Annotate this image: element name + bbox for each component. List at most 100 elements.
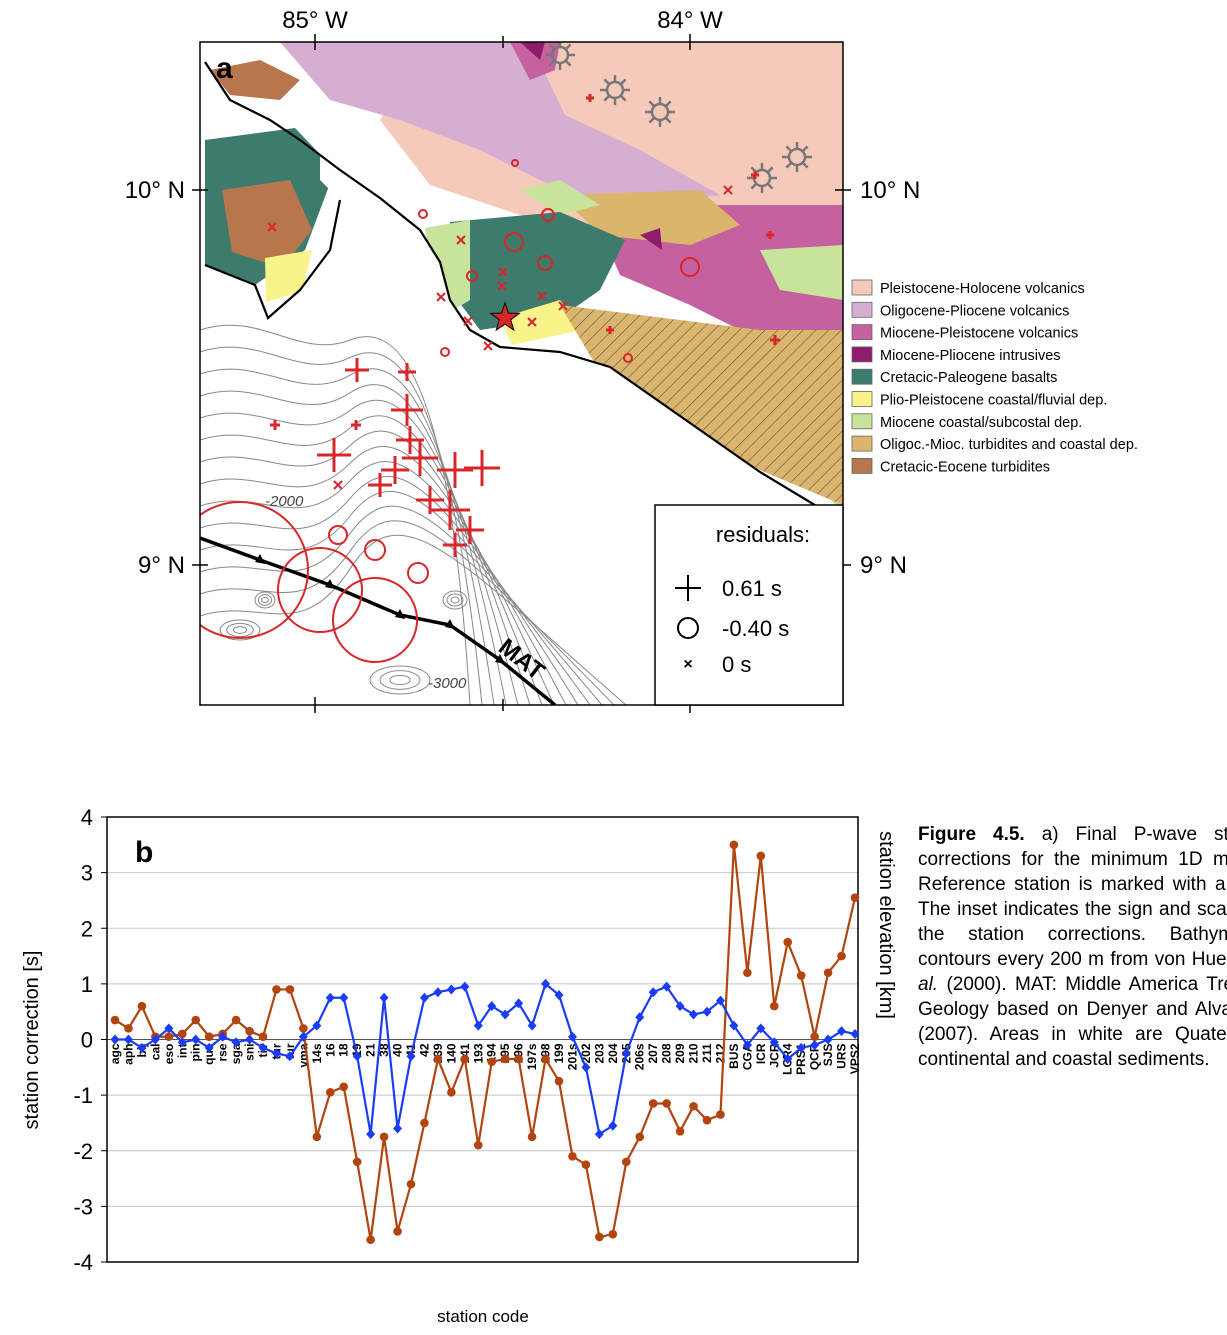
marker	[366, 1235, 375, 1245]
marker	[769, 1037, 779, 1048]
marker	[420, 1118, 429, 1128]
residual-x	[333, 480, 343, 490]
marker	[325, 1088, 335, 1097]
contour	[200, 399, 519, 705]
panel-label: a	[216, 52, 233, 85]
marker	[258, 1042, 268, 1053]
x-tick-label: ICR	[754, 1043, 768, 1064]
x-tick-label: aph	[121, 1044, 135, 1065]
x-tick-label: sga	[229, 1043, 243, 1064]
marker	[595, 1232, 604, 1242]
contour	[200, 490, 591, 705]
marker	[460, 1054, 470, 1064]
marker	[608, 1229, 618, 1239]
marker	[675, 1126, 685, 1136]
marker	[460, 981, 470, 992]
marker	[783, 1053, 793, 1064]
marker	[487, 1057, 497, 1067]
marker	[662, 1099, 671, 1108]
inset-x: ×	[683, 656, 692, 673]
lat-label: 9° N	[860, 552, 907, 579]
marker	[635, 1012, 645, 1023]
legend-label: Miocene coastal/subcostal dep.	[880, 415, 1082, 431]
legend-label: Oligoc.-Mioc. turbidites and coastal dep…	[880, 437, 1138, 453]
marker	[675, 1001, 685, 1012]
marker	[393, 1123, 403, 1134]
x-tick-label: pin	[189, 1044, 203, 1062]
marker	[662, 981, 672, 992]
contour	[200, 505, 603, 705]
marker	[500, 1054, 510, 1064]
residual-circle	[680, 257, 700, 277]
marker	[177, 1037, 187, 1048]
legend-label: Cretacic-Eocene turbidites	[880, 459, 1050, 475]
plot-frame	[106, 816, 859, 1263]
marker	[272, 985, 281, 994]
x-tick-label: 206s	[633, 1043, 647, 1070]
geology-unit	[520, 42, 545, 60]
x-axis-title: station code	[437, 1307, 529, 1326]
contour	[200, 520, 615, 705]
contour	[219, 619, 261, 641]
marker	[568, 1152, 577, 1161]
residual-circle	[332, 577, 418, 663]
geology-unit	[500, 300, 582, 345]
marker	[271, 1048, 281, 1059]
trench-tooth	[255, 554, 265, 564]
inset-label: 0.61 s	[722, 576, 782, 601]
marker	[339, 992, 349, 1003]
x-tick-label: 203	[592, 1043, 606, 1063]
marker	[379, 1132, 389, 1142]
x-tick-label: 199	[552, 1043, 566, 1063]
geology-unit	[520, 180, 600, 215]
volcano-ray	[548, 43, 555, 50]
residual-x	[463, 316, 473, 326]
marker	[177, 1029, 187, 1039]
geology-unit	[760, 245, 843, 300]
marker	[298, 1031, 308, 1042]
volcano	[550, 45, 570, 65]
marker	[487, 1001, 497, 1012]
marker	[621, 1048, 631, 1059]
lat-label: 10° N	[125, 177, 185, 204]
volcano-ray	[648, 100, 655, 107]
residual-circle	[466, 270, 478, 282]
caption: Figure 4.5. a) Final P-wave station corr…	[918, 822, 1227, 1072]
marker	[783, 937, 793, 947]
lon-label: 85° W	[282, 7, 348, 34]
volcano-ray	[802, 162, 809, 169]
y-tick-label: -2	[73, 1139, 93, 1164]
residual-x	[456, 235, 466, 245]
marker	[837, 951, 846, 961]
x-tick-label: 212	[713, 1043, 727, 1063]
caption-label: Figure 4.5.	[918, 824, 1025, 845]
x-tick-label: 41	[404, 1043, 418, 1057]
map-frame	[199, 41, 844, 706]
marker	[541, 1054, 550, 1064]
marker	[810, 1032, 819, 1042]
geology-unit	[222, 180, 312, 268]
marker	[137, 1001, 147, 1011]
marker	[567, 1031, 577, 1042]
legend-label: Pleistocene-Holocene volcanics	[880, 281, 1085, 297]
y-tick-label: 0	[81, 1028, 93, 1053]
y-tick-label: -1	[73, 1083, 93, 1108]
geology-unit	[640, 228, 662, 250]
marker	[689, 1009, 699, 1020]
x-tick-label: cal	[148, 1044, 162, 1061]
residual-x	[537, 291, 547, 301]
contour	[200, 415, 531, 705]
x-tick-label: agc	[108, 1043, 122, 1064]
x-tick-label: 14s	[310, 1043, 324, 1063]
marker	[716, 1110, 725, 1119]
volcano	[787, 147, 807, 167]
panel-label: b	[135, 836, 153, 869]
geology-unit	[280, 42, 720, 205]
marker	[352, 1157, 362, 1167]
volcano-ray	[750, 166, 757, 173]
marker	[123, 1034, 133, 1045]
marker	[366, 1129, 376, 1140]
contour-label: -3000	[428, 675, 467, 692]
volcano-ray	[603, 95, 610, 102]
